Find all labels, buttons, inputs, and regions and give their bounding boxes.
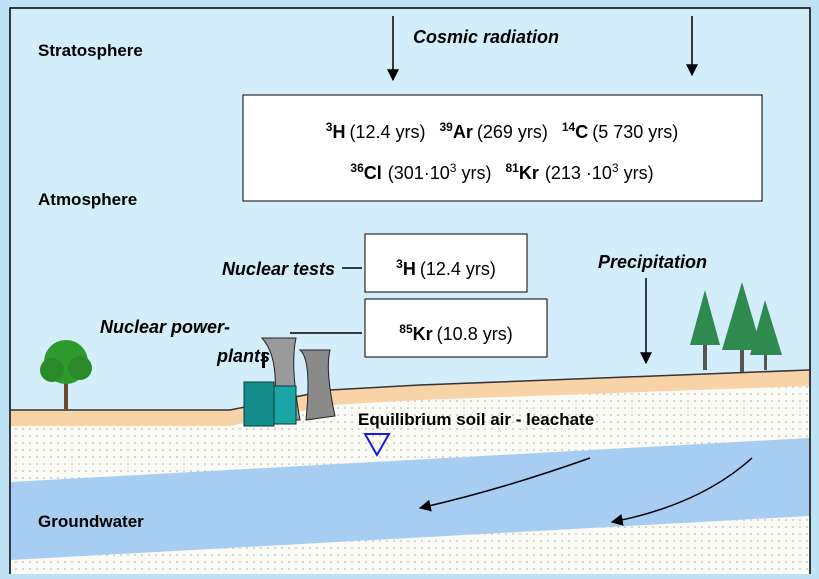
text: 36 [350, 161, 364, 175]
label: Stratosphere [38, 41, 143, 60]
text: (301·10 [388, 163, 450, 183]
text: yrs) [619, 163, 654, 183]
text: C [575, 122, 588, 142]
water-table [363, 433, 391, 458]
text: Kr [413, 324, 433, 344]
text: (5 730 yrs) [592, 122, 678, 142]
text: H [403, 259, 416, 279]
text: 14 [562, 120, 576, 134]
isotope-box [242, 94, 763, 202]
text: Cl [364, 163, 382, 183]
text: (269 yrs) [477, 122, 548, 142]
label: Groundwater [38, 512, 144, 531]
text: yrs) [456, 163, 491, 183]
text: (12.4 yrs) [349, 122, 425, 142]
isotope-line: 85Kr (10.8 yrs) [399, 322, 512, 344]
arrow [610, 457, 753, 526]
text: Ar [453, 122, 473, 142]
isotope-box [364, 298, 548, 358]
text: 3 [612, 161, 619, 175]
isotope-line: 36Cl (301·103 yrs) 81Kr (213 ·103 yrs) [350, 161, 653, 183]
label: Cosmic radiation [413, 27, 559, 47]
label: Atmosphere [38, 190, 137, 209]
text: H [332, 122, 345, 142]
text: 85 [399, 322, 413, 336]
text: (213 ·10 [545, 163, 612, 183]
label: Precipitation [598, 252, 707, 272]
text: 39 [439, 120, 453, 134]
text: (12.4 yrs) [420, 259, 496, 279]
text: (10.8 yrs) [437, 324, 513, 344]
arrow [418, 457, 591, 512]
text: Kr [519, 163, 539, 183]
isotope-line: 3H (12.4 yrs) 39Ar (269 yrs) 14C (5 730 yrs) [326, 120, 679, 142]
label: Equilibrium soil air - leachate [358, 410, 594, 429]
text: 3 [326, 120, 333, 134]
text: 3 [396, 257, 403, 271]
text: 3 [450, 161, 457, 175]
text: 81 [505, 161, 519, 175]
isotopes: 3H (12.4 yrs) 39Ar (269 yrs) 14C (5 730 yrs)3… [326, 120, 679, 344]
label: Nuclear tests [222, 259, 335, 279]
label: Nuclear power- [100, 317, 230, 337]
power-plant [243, 337, 336, 427]
isotope-line: 3H (12.4 yrs) [396, 257, 496, 279]
label: plants [216, 346, 270, 366]
groundwater-band [11, 438, 809, 560]
firs [690, 282, 782, 372]
tree [40, 340, 92, 410]
surface [11, 370, 809, 426]
isotope-box [364, 233, 528, 293]
